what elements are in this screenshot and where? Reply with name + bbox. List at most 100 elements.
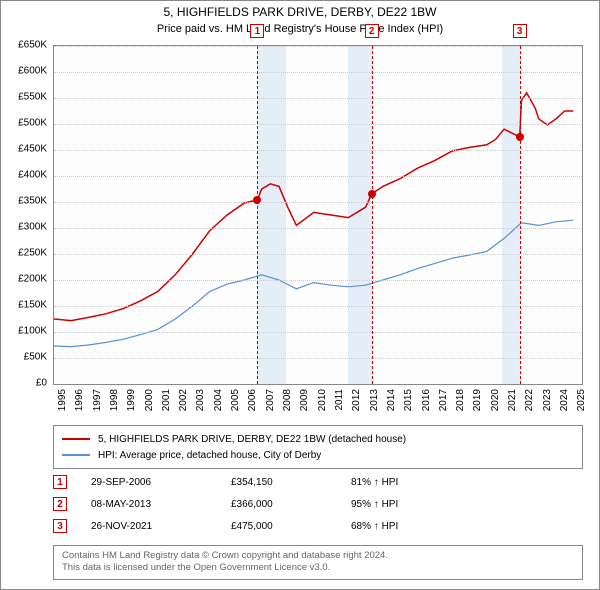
x-tick-label: 2007 <box>265 389 276 411</box>
grid-line <box>54 124 582 125</box>
y-tick-label: £450K <box>1 144 47 155</box>
y-tick-label: £550K <box>1 92 47 103</box>
grid-line <box>54 280 582 281</box>
x-tick-label: 2020 <box>490 389 501 411</box>
x-tick-label: 2002 <box>178 389 189 411</box>
y-tick-label: £150K <box>1 300 47 311</box>
legend-swatch <box>62 454 90 456</box>
x-tick-label: 2008 <box>282 389 293 411</box>
grid-line <box>54 358 582 359</box>
x-tick-label: 2010 <box>317 389 328 411</box>
x-tick-label: 2003 <box>195 389 206 411</box>
legend-row: 5, HIGHFIELDS PARK DRIVE, DERBY, DE22 1B… <box>62 431 574 447</box>
legend-label: 5, HIGHFIELDS PARK DRIVE, DERBY, DE22 1B… <box>98 434 406 445</box>
x-tick-label: 2004 <box>213 389 224 411</box>
x-tick-label: 2000 <box>144 389 155 411</box>
y-tick-label: £250K <box>1 248 47 259</box>
x-tick-label: 2015 <box>403 389 414 411</box>
grid-line <box>54 176 582 177</box>
sale-marker-icon: 2 <box>53 497 67 511</box>
sale-date: 08-MAY-2013 <box>91 499 231 510</box>
sale-marker-icon: 3 <box>53 519 67 533</box>
y-tick-label: £500K <box>1 118 47 129</box>
sale-pct: 95% ↑ HPI <box>351 499 461 510</box>
figure: 5, HIGHFIELDS PARK DRIVE, DERBY, DE22 1B… <box>0 0 600 590</box>
y-tick-label: £650K <box>1 40 47 51</box>
x-tick-label: 1997 <box>92 389 103 411</box>
x-tick-label: 2009 <box>299 389 310 411</box>
x-tick-label: 1995 <box>57 389 68 411</box>
attribution-line: Contains HM Land Registry data © Crown c… <box>62 550 574 562</box>
y-tick-label: £50K <box>1 352 47 363</box>
x-tick-label: 2012 <box>351 389 362 411</box>
y-tick-label: £0 <box>1 378 47 389</box>
chart-subtitle: Price paid vs. HM Land Registry's House … <box>1 23 599 35</box>
x-tick-label: 2023 <box>542 389 553 411</box>
x-tick-label: 1999 <box>126 389 137 411</box>
line-series-svg <box>54 46 582 384</box>
sale-row: 3 26-NOV-2021 £475,000 68% ↑ HPI <box>53 515 583 537</box>
x-tick-label: 1996 <box>74 389 85 411</box>
attribution-line: This data is licensed under the Open Gov… <box>62 562 574 574</box>
grid-line <box>54 202 582 203</box>
sale-marker: 1 <box>250 24 264 38</box>
sale-row: 2 08-MAY-2013 £366,000 95% ↑ HPI <box>53 493 583 515</box>
sale-marker: 2 <box>365 24 379 38</box>
sale-vline <box>257 46 258 384</box>
sales-table: 1 29-SEP-2006 £354,150 81% ↑ HPI 2 08-MA… <box>53 471 583 537</box>
sale-dot <box>516 133 524 141</box>
y-tick-label: £600K <box>1 66 47 77</box>
legend: 5, HIGHFIELDS PARK DRIVE, DERBY, DE22 1B… <box>53 425 583 469</box>
sale-row: 1 29-SEP-2006 £354,150 81% ↑ HPI <box>53 471 583 493</box>
y-tick-label: £350K <box>1 196 47 207</box>
attribution: Contains HM Land Registry data © Crown c… <box>53 545 583 580</box>
series-line <box>54 220 573 346</box>
legend-label: HPI: Average price, detached house, City… <box>98 450 321 461</box>
legend-row: HPI: Average price, detached house, City… <box>62 447 574 463</box>
plot-area: 123 <box>53 45 583 385</box>
chart-title: 5, HIGHFIELDS PARK DRIVE, DERBY, DE22 1B… <box>1 5 599 19</box>
sale-marker: 3 <box>513 24 527 38</box>
y-tick-label: £200K <box>1 274 47 285</box>
sale-price: £475,000 <box>231 521 351 532</box>
sale-dot <box>368 190 376 198</box>
x-tick-label: 2014 <box>386 389 397 411</box>
x-tick-label: 2016 <box>421 389 432 411</box>
x-tick-label: 2019 <box>472 389 483 411</box>
sale-pct: 68% ↑ HPI <box>351 521 461 532</box>
x-tick-label: 2025 <box>576 389 587 411</box>
sale-vline <box>372 46 373 384</box>
x-tick-label: 2011 <box>334 389 345 411</box>
sale-marker-icon: 1 <box>53 475 67 489</box>
x-tick-label: 2001 <box>161 389 172 411</box>
x-tick-label: 2018 <box>455 389 466 411</box>
sale-price: £354,150 <box>231 477 351 488</box>
sale-date: 29-SEP-2006 <box>91 477 231 488</box>
x-tick-label: 2022 <box>524 389 535 411</box>
x-tick-label: 2005 <box>230 389 241 411</box>
x-tick-label: 2017 <box>438 389 449 411</box>
legend-swatch <box>62 438 90 440</box>
grid-line <box>54 46 582 47</box>
x-tick-label: 2021 <box>507 389 518 411</box>
sale-price: £366,000 <box>231 499 351 510</box>
grid-line <box>54 332 582 333</box>
y-tick-label: £400K <box>1 170 47 181</box>
grid-line <box>54 228 582 229</box>
sale-dot <box>253 196 261 204</box>
x-tick-label: 2006 <box>247 389 258 411</box>
x-tick-label: 1998 <box>109 389 120 411</box>
y-tick-label: £300K <box>1 222 47 233</box>
sale-pct: 81% ↑ HPI <box>351 477 461 488</box>
series-line <box>54 93 573 321</box>
y-tick-label: £100K <box>1 326 47 337</box>
x-tick-label: 2024 <box>559 389 570 411</box>
grid-line <box>54 98 582 99</box>
sale-date: 26-NOV-2021 <box>91 521 231 532</box>
x-tick-label: 2013 <box>369 389 380 411</box>
grid-line <box>54 254 582 255</box>
grid-line <box>54 150 582 151</box>
sale-vline <box>520 46 521 384</box>
grid-line <box>54 306 582 307</box>
grid-line <box>54 72 582 73</box>
